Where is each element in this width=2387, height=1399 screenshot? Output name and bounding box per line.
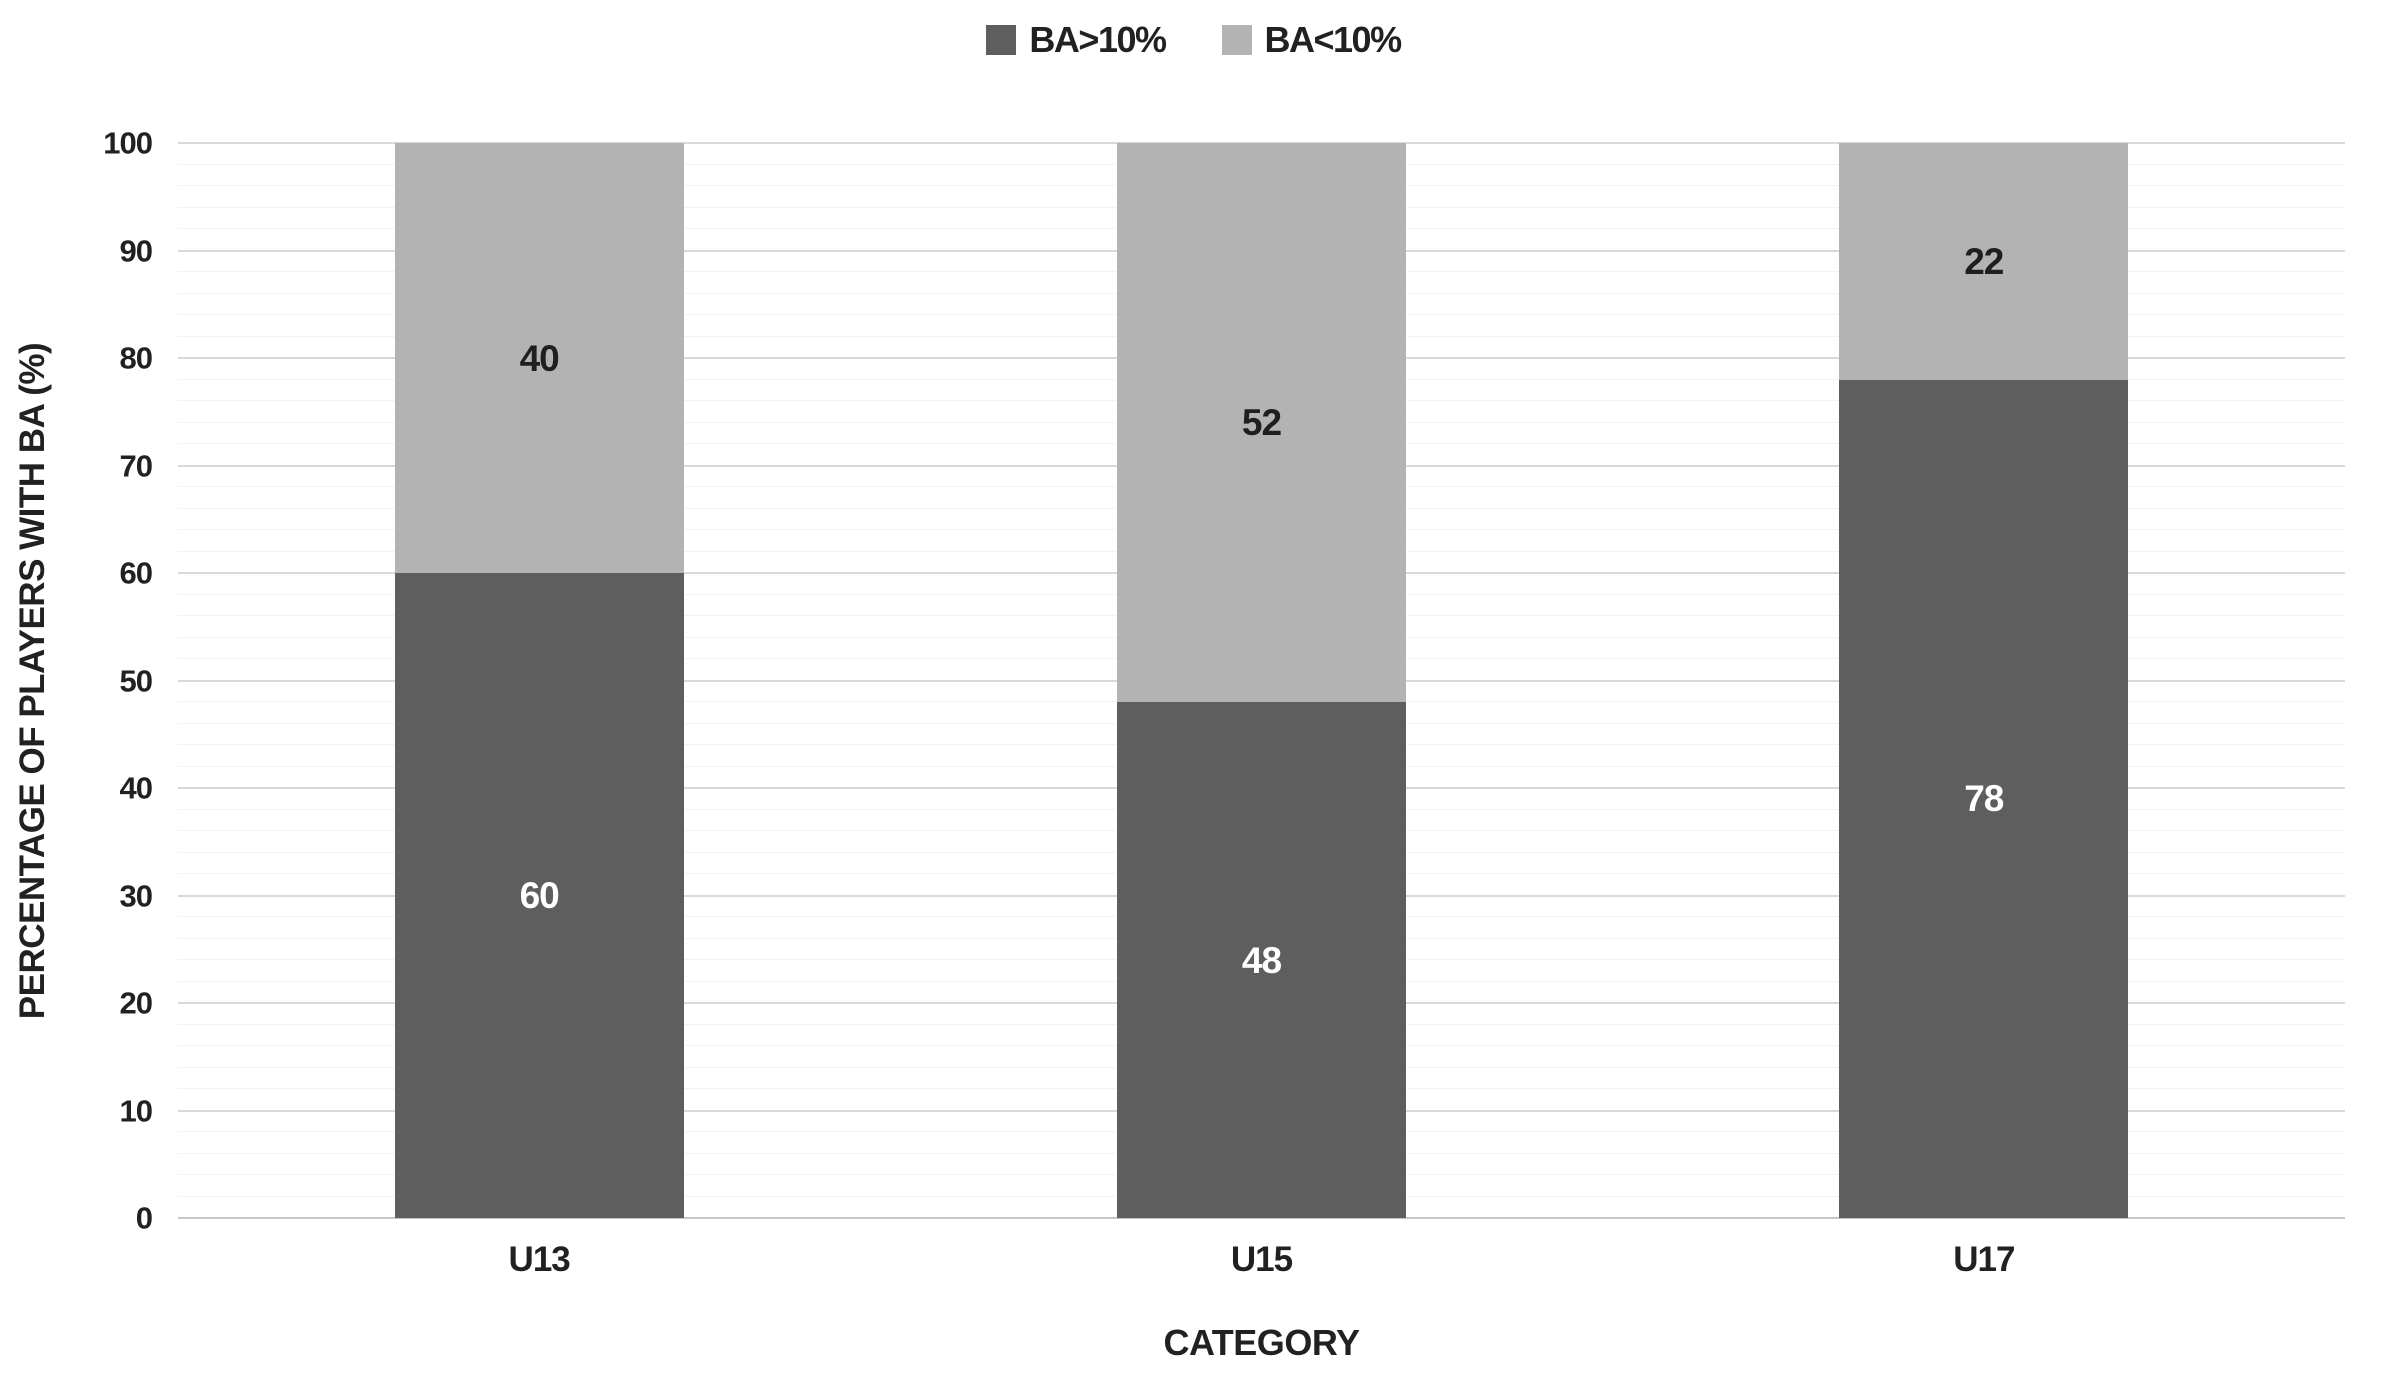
legend-color-swatch: [1221, 25, 1252, 55]
x-axis-title-text: CATEGORY: [1163, 1322, 1360, 1363]
x-axis-title: CATEGORY: [178, 1322, 2345, 1364]
category-slot: 40 60: [178, 143, 900, 1218]
y-tick-label: 40: [119, 770, 153, 806]
y-tick-label: 70: [119, 448, 153, 483]
x-tick-label: U13: [508, 1240, 571, 1279]
stacked-bar: 22 78: [1839, 143, 2129, 1218]
category-slot: 22 78: [1623, 143, 2345, 1218]
bar-segment: 52: [1117, 143, 1406, 702]
legend-item: BA<10%: [1221, 19, 1403, 60]
x-axis-line: [178, 1217, 2345, 1219]
x-tick-label: U17: [1953, 1240, 2015, 1279]
bar-value-label: 22: [1964, 240, 2004, 282]
bar-value-label: 60: [519, 875, 560, 916]
legend-label: BA>10%: [1029, 19, 1167, 60]
bar-value-label: 52: [1241, 402, 1282, 443]
bar-segment: 48: [1117, 702, 1406, 1218]
legend-item: BA>10%: [986, 19, 1167, 60]
y-tick-label: 60: [119, 555, 153, 591]
legend: BA>10% BA<10%: [0, 22, 2387, 58]
legend-color-swatch: [986, 25, 1017, 55]
stacked-bar: 52 48: [1117, 143, 1406, 1218]
bar-segment: 60: [394, 573, 684, 1218]
y-tick-label: 20: [119, 985, 153, 1021]
plot-area: 40 60 52 48 22 78: [178, 142, 2345, 1219]
y-tick-label: 50: [119, 663, 153, 698]
y-axis-tick-labels: 0 10 20 30 40 50 60 70 80 90 100: [0, 128, 153, 1234]
x-tick-label: U15: [1230, 1240, 1293, 1279]
y-tick-label: 0: [135, 1200, 153, 1236]
y-tick-label: 10: [119, 1093, 153, 1128]
category-slot: 52 48: [900, 143, 1622, 1218]
bar-value-label: 78: [1964, 778, 2004, 820]
bar-segment: 78: [1839, 379, 2129, 1218]
y-tick-label: 30: [119, 878, 153, 913]
legend-label: BA<10%: [1264, 19, 1403, 60]
bar-value-label: 40: [519, 337, 560, 379]
y-tick-label: 90: [119, 233, 153, 268]
bar-segment: 22: [1839, 143, 2129, 380]
bar-value-label: 48: [1241, 939, 1282, 981]
y-tick-label: 100: [103, 125, 153, 161]
y-tick-label: 80: [119, 340, 153, 376]
stacked-bar: 40 60: [394, 143, 684, 1218]
bar-segment: 40: [394, 143, 684, 573]
x-axis-tick-labels: U13 U15 U17: [178, 1240, 2345, 1280]
